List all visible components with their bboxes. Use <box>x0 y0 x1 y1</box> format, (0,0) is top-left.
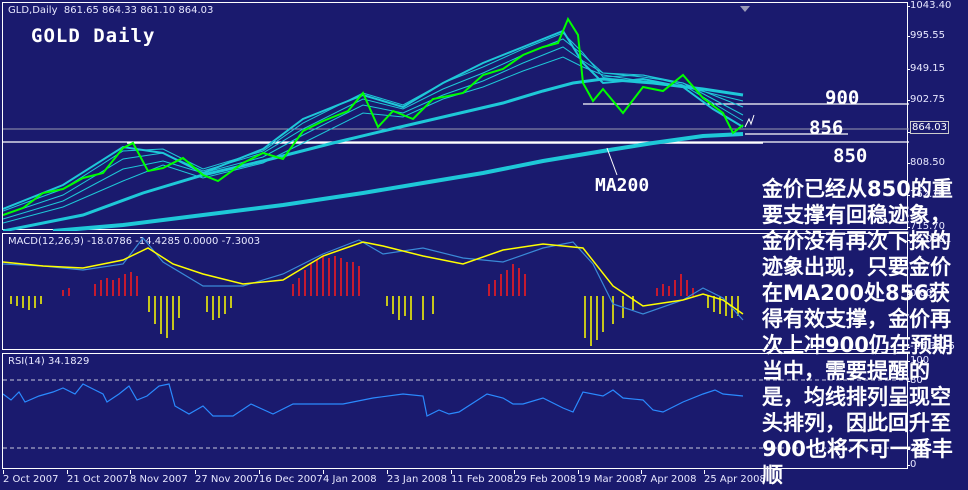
rsi-line <box>3 383 744 417</box>
price-tick: 902.75 <box>907 94 945 105</box>
level-856-label: 856 <box>809 117 844 139</box>
current-price-badge: 864.03 <box>910 121 949 134</box>
price-tick: 762.10 <box>907 189 945 200</box>
macd-tick: 0.00 <box>906 288 933 299</box>
rsi-tick: 20 <box>907 443 923 454</box>
price-plot <box>3 16 909 231</box>
chart-title: GOLD Daily <box>31 25 156 47</box>
price-tick: 949.15 <box>907 63 945 74</box>
date-tick: 25 Apr 2008 <box>704 470 766 485</box>
symbol-info-label: GLD,Daily 861.65 864.33 861.10 864.03 <box>8 5 214 16</box>
ma200-label: MA200 <box>595 175 650 196</box>
date-tick: 11 Feb 2008 <box>451 470 514 485</box>
rsi-label: RSI(14) 34.1829 <box>8 356 90 367</box>
ma200-line <box>52 132 744 231</box>
date-tick: 2 Oct 2007 <box>3 470 59 485</box>
signal-line <box>3 241 744 315</box>
analysis-commentary: 金价已经从850的重要支撑有回稳迹象，金价没有再次下探的迹象出现，只要金价在MA… <box>762 177 953 487</box>
date-tick: 27 Nov 2007 <box>195 470 260 485</box>
price-tick: 808.50 <box>907 157 945 168</box>
rsi-axis[interactable]: 100 80 20 0 <box>906 353 968 470</box>
date-tick: 16 Dec 2007 <box>259 470 323 485</box>
date-tick: 21 Oct 2007 <box>67 470 129 485</box>
time-axis[interactable]: 2 Oct 2007 21 Oct 2007 8 Nov 2007 27 Nov… <box>0 470 908 490</box>
price-tick: 1043.40 <box>906 0 952 11</box>
macd-plot <box>3 237 744 346</box>
macd-histogram <box>10 256 739 346</box>
macd-label: MACD(12,26,9) -18.0786 -14.4285 0.0000 -… <box>8 236 261 247</box>
date-tick: 7 Apr 2008 <box>641 470 697 485</box>
level-850-label: 850 <box>833 145 868 167</box>
level-900-label: 900 <box>825 87 860 109</box>
price-chart-pane[interactable]: GLD,Daily 861.65 864.33 861.10 864.03 GO… <box>2 2 909 231</box>
date-tick: 29 Feb 2008 <box>514 470 577 485</box>
macd-axis[interactable]: 26.0581 0.00 -26.3415 <box>906 233 968 352</box>
rsi-plot <box>3 379 909 449</box>
price-axis[interactable]: 1043.40 995.55 949.15 902.75 854.90 808.… <box>906 0 968 232</box>
macd-tick: -26.3415 <box>907 341 955 352</box>
rsi-tick: 80 <box>907 375 923 386</box>
price-tick: 995.55 <box>907 30 945 41</box>
macd-line <box>3 237 744 321</box>
date-tick: 8 Nov 2007 <box>130 470 188 485</box>
price-tick: 715.70 <box>907 221 945 232</box>
date-tick: 4 Jan 2008 <box>323 470 377 485</box>
rsi-tick: 100 <box>906 355 930 366</box>
rsi-pane[interactable]: RSI(14) 34.1829 <box>2 353 909 469</box>
date-tick: 19 Mar 2008 <box>578 470 642 485</box>
macd-tick: 26.0581 <box>906 234 952 245</box>
chart-shift-marker-icon[interactable] <box>740 6 750 12</box>
rsi-tick: 0 <box>906 459 917 470</box>
price-candles <box>3 16 744 216</box>
date-tick: 23 Jan 2008 <box>387 470 447 485</box>
macd-pane[interactable]: MACD(12,26,9) -18.0786 -14.4285 0.0000 -… <box>2 233 908 350</box>
